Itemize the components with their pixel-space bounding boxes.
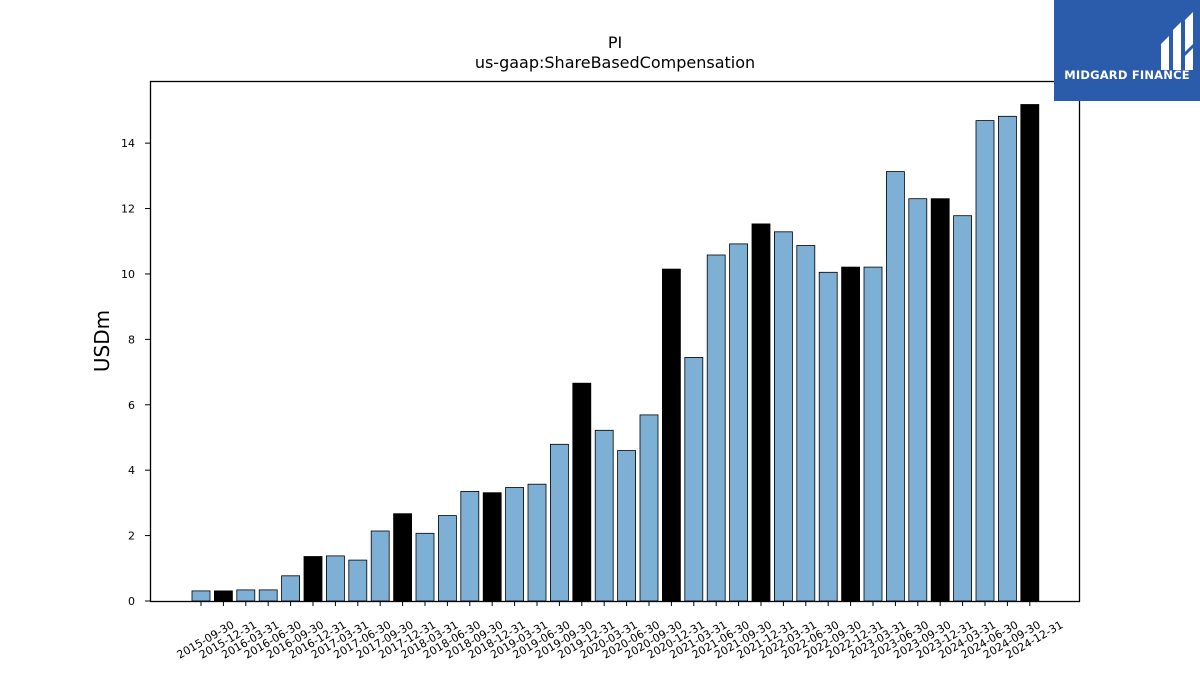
bar-2019-09-30 bbox=[550, 443, 569, 602]
bar-2024-09-30 bbox=[998, 115, 1017, 602]
y-tick-label: 12 bbox=[121, 203, 135, 216]
midgard-logo-icon bbox=[1161, 12, 1193, 70]
bar-2021-03-31 bbox=[684, 356, 704, 602]
bar-2017-09-30 bbox=[370, 530, 390, 602]
bar-2023-03-31 bbox=[863, 266, 883, 602]
bar-2020-06-30 bbox=[617, 450, 636, 602]
bar-2016-09-30 bbox=[281, 575, 301, 602]
y-tick-label: 14 bbox=[121, 137, 135, 150]
y-tick-label: 8 bbox=[128, 333, 135, 346]
bar-2023-09-30 bbox=[908, 198, 928, 602]
bar-2017-06-30 bbox=[348, 559, 368, 602]
bar-2022-09-30 bbox=[818, 271, 838, 602]
x-axis-ticks: 2015-09-302015-12-312016-03-312016-06-30… bbox=[175, 601, 1065, 662]
chart-title: PI bbox=[608, 33, 622, 52]
bar-2020-09-30 bbox=[639, 414, 659, 602]
bar-2021-06-30 bbox=[706, 254, 726, 602]
bar-2016-06-30 bbox=[258, 589, 278, 602]
bar-2022-03-31 bbox=[774, 231, 793, 602]
plot-frame bbox=[149, 80, 1081, 603]
bar-2024-06-30 bbox=[975, 120, 995, 602]
bar-2018-09-30 bbox=[460, 490, 480, 602]
bar-2022-06-30 bbox=[796, 245, 816, 602]
bar-2023-12-31 bbox=[930, 198, 950, 602]
bar-2015-09-30 bbox=[191, 590, 211, 602]
bar-2022-12-31 bbox=[841, 266, 860, 602]
bar-2024-03-31 bbox=[953, 215, 972, 602]
y-axis-label: USDm bbox=[90, 310, 114, 372]
bar-2018-12-31 bbox=[482, 492, 502, 602]
bar-2017-03-31 bbox=[325, 555, 345, 602]
bar-2021-12-31 bbox=[751, 223, 771, 602]
bar-2020-12-31 bbox=[662, 268, 681, 602]
y-tick-label: 10 bbox=[121, 268, 135, 281]
bar-2018-03-31 bbox=[415, 532, 435, 602]
bar-2024-12-31 bbox=[1020, 104, 1040, 602]
bar-2016-03-31 bbox=[236, 589, 256, 602]
y-tick-label: 2 bbox=[128, 530, 135, 543]
bar-2018-06-30 bbox=[437, 515, 457, 602]
bar-2019-03-31 bbox=[505, 487, 525, 602]
bars-group bbox=[191, 104, 1040, 602]
chart-subtitle: us-gaap:ShareBasedCompensation bbox=[475, 53, 755, 72]
logo-text: MIDGARD FINANCE bbox=[1064, 68, 1190, 82]
bar-2015-12-31 bbox=[213, 590, 233, 602]
y-axis-ticks: 0 2 4 6 8 10 12 14 bbox=[121, 137, 150, 608]
bar-2019-12-31 bbox=[572, 382, 592, 602]
bar-2023-06-30 bbox=[886, 171, 905, 602]
bar-2017-12-31 bbox=[393, 513, 413, 602]
bar-2016-12-31 bbox=[303, 556, 323, 602]
y-tick-label: 0 bbox=[128, 595, 135, 608]
y-tick-label: 6 bbox=[128, 399, 135, 412]
midgard-logo: MIDGARD FINANCE bbox=[1054, 0, 1200, 101]
bar-2021-09-30 bbox=[729, 243, 748, 602]
bar-2020-03-31 bbox=[594, 429, 614, 602]
y-tick-label: 4 bbox=[128, 464, 135, 477]
bar-2019-06-30 bbox=[527, 483, 547, 602]
